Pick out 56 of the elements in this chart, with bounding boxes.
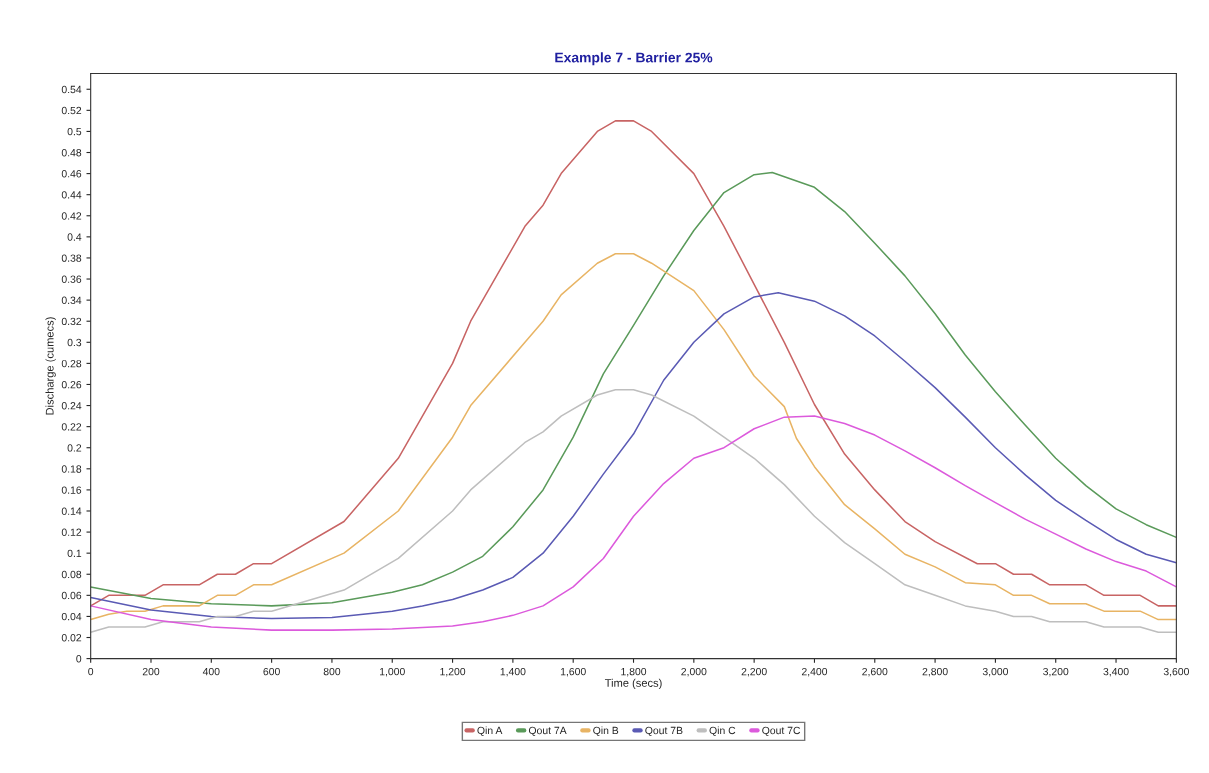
legend-label: Qin C [709, 726, 736, 736]
y-tick-label: 0.12 [61, 528, 82, 536]
y-tick-label: 0.34 [61, 296, 82, 304]
x-tick-label: 1,200 [440, 667, 466, 677]
y-tick-label: 0.14 [61, 507, 82, 515]
x-tick-label: 2,800 [922, 667, 948, 677]
y-tick-label: 0.16 [61, 486, 82, 494]
y-tick-label: 0.18 [61, 465, 82, 473]
x-tick-label: 1,800 [621, 667, 647, 677]
x-tick-label: 2,000 [681, 667, 707, 677]
y-tick-label: 0.54 [61, 85, 82, 94]
legend-label: Qout 7B [645, 726, 683, 736]
x-axis-title: Time (secs) [604, 678, 662, 690]
x-tick-label: 400 [202, 667, 220, 676]
x-tick-label: 2,600 [862, 667, 888, 677]
x-tick-label: 1,600 [560, 667, 586, 677]
y-tick-label: 0.36 [61, 275, 82, 283]
y-tick-label: 0.04 [61, 612, 82, 621]
legend-label: Qout 7C [762, 726, 801, 736]
x-tick-label: 1,000 [380, 667, 405, 677]
legend-label: Qin B [593, 726, 619, 736]
x-tick-label: 3,400 [1103, 667, 1129, 677]
x-tick-label: 2,200 [741, 667, 767, 677]
x-tick-label: 3,200 [1043, 667, 1069, 677]
y-tick-label: 0.02 [61, 634, 82, 642]
y-axis-title: Discharge (cumecs) [45, 317, 56, 415]
x-tick-label: 2,400 [801, 667, 828, 677]
y-tick-label: 0.52 [61, 106, 82, 115]
y-tick-label: 0 [76, 655, 82, 663]
y-tick-label: 0.06 [61, 591, 82, 600]
legend-label: Qout 7A [528, 726, 567, 736]
y-tick-label: 0.32 [61, 317, 82, 326]
y-tick-label: 0.2 [67, 444, 82, 452]
y-tick-label: 0.08 [61, 570, 82, 579]
x-tick-label: 0 [88, 667, 94, 676]
y-tick-label: 0.44 [61, 191, 82, 199]
y-tick-label: 0.1 [67, 549, 82, 558]
x-tick-label: 3,600 [1163, 667, 1189, 677]
y-tick-label: 0.3 [67, 338, 82, 347]
y-tick-label: 0.24 [61, 402, 82, 410]
y-tick-label: 0.4 [67, 233, 82, 241]
y-tick-label: 0.42 [61, 212, 82, 220]
chart-title: Example 7 - Barrier 25% [555, 52, 713, 66]
legend-label: Qin A [477, 726, 503, 736]
x-tick-label: 800 [323, 667, 341, 676]
x-tick-label: 200 [142, 667, 160, 676]
x-tick-label: 1,400 [500, 667, 526, 677]
y-tick-label: 0.22 [61, 423, 82, 431]
x-tick-label: 600 [263, 667, 280, 676]
y-tick-label: 0.5 [67, 127, 82, 136]
y-tick-label: 0.28 [61, 359, 82, 368]
y-tick-label: 0.26 [61, 380, 82, 389]
y-tick-label: 0.48 [61, 149, 82, 157]
x-tick-label: 3,000 [982, 667, 1009, 677]
y-tick-label: 0.46 [61, 170, 82, 178]
y-tick-label: 0.38 [61, 254, 82, 262]
